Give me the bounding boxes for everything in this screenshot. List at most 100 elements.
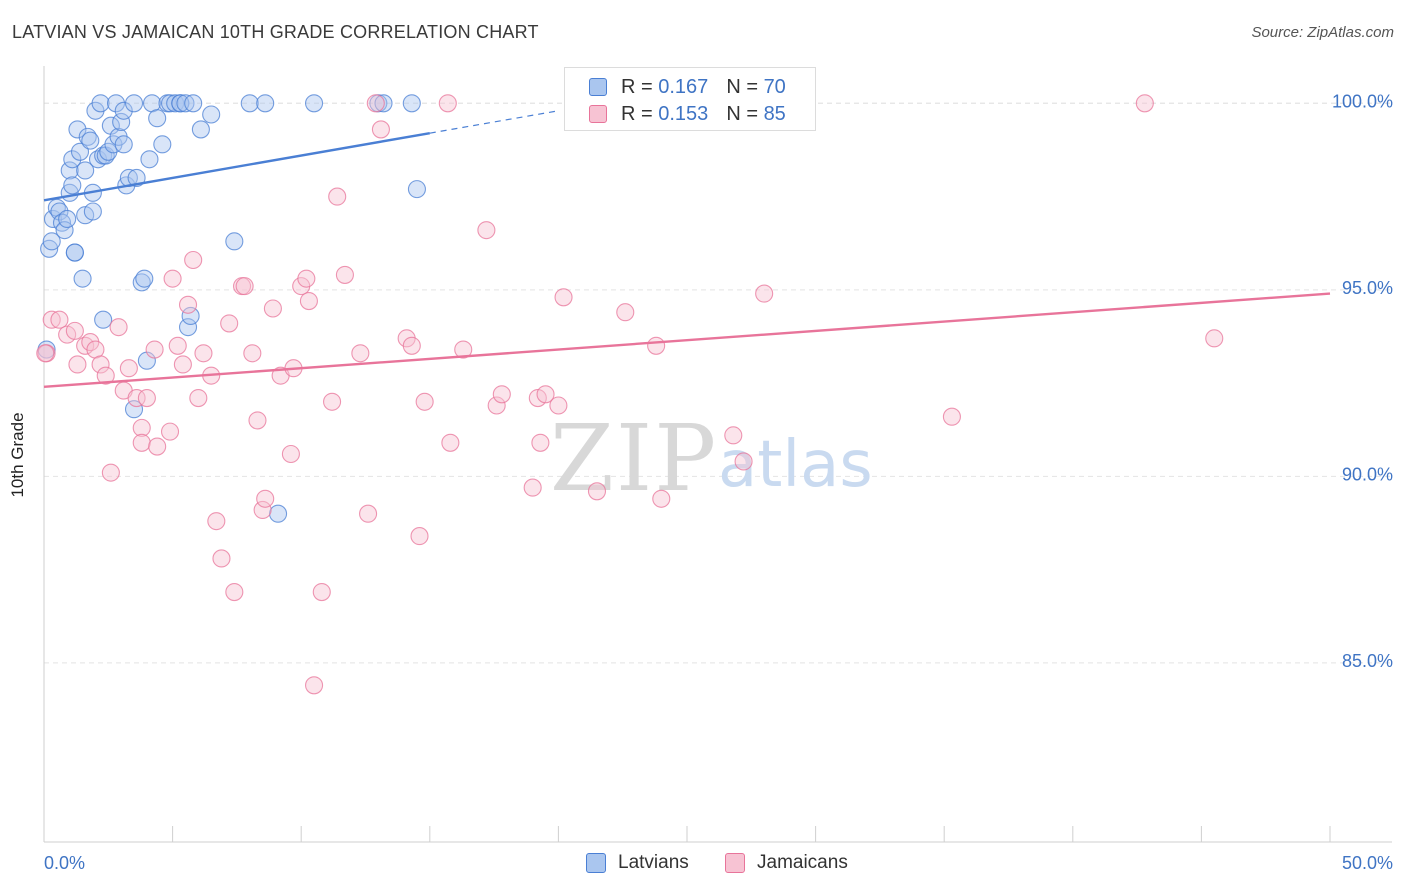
latvian-trend-line — [43, 131, 431, 202]
latvian-point — [124, 94, 144, 113]
jamaican-point — [366, 94, 385, 113]
jamaican-point — [492, 385, 511, 404]
latvian-point — [114, 101, 133, 120]
latvian-point — [135, 269, 154, 288]
latvian-trend-extension — [429, 110, 559, 134]
n-label: N = — [726, 102, 758, 125]
watermark-atlas: atlas — [718, 428, 873, 502]
jamaican-point — [652, 489, 671, 508]
jamaican-point — [616, 303, 635, 322]
latvian-point — [191, 120, 210, 139]
jamaican-point — [109, 318, 128, 337]
latvian-point — [166, 94, 185, 113]
grid-lines — [44, 102, 1392, 664]
jamaican-point — [351, 344, 370, 363]
x-tick-labels: 0.0% 50.0% — [44, 853, 1393, 873]
data-points — [36, 94, 1224, 695]
legend-row-jamaicans: R = 0.153 N = 85 — [589, 102, 786, 126]
jamaican-point — [549, 396, 568, 415]
jamaican-point — [65, 321, 84, 340]
jamaican-point — [1205, 329, 1224, 348]
jamaican-point — [132, 433, 151, 452]
jamaicans-swatch — [589, 105, 607, 123]
jamaican-point — [438, 94, 457, 113]
latvian-point — [269, 504, 288, 523]
jamaican-point — [359, 504, 378, 523]
latvian-point — [63, 150, 82, 169]
jamaican-point — [523, 478, 542, 497]
series-legend: Latvians Jamaicans — [0, 852, 1406, 876]
jamaican-point — [305, 676, 324, 695]
source-label: Source: ZipAtlas.com — [1251, 24, 1394, 41]
jamaican-point — [173, 355, 192, 374]
axes — [43, 66, 1392, 843]
jamaican-point — [137, 388, 156, 408]
latvian-point — [256, 94, 275, 113]
legend-item-latvians[interactable]: Latvians — [586, 852, 689, 874]
latvian-point — [60, 161, 79, 180]
legend-label-jamaicans: Jamaicans — [757, 852, 848, 873]
jamaican-point — [225, 582, 244, 602]
jamaican-point — [256, 489, 275, 508]
latvian-point — [40, 239, 59, 258]
latvian-point — [305, 94, 324, 113]
jamaican-point — [96, 366, 115, 385]
jamaican-point — [410, 527, 429, 546]
chart-title: LATVIAN VS JAMAICAN 10TH GRADE CORRELATI… — [12, 22, 539, 42]
jamaican-point — [127, 388, 146, 408]
latvian-point — [402, 94, 421, 113]
latvian-point — [225, 232, 244, 251]
latvian-point — [124, 400, 144, 419]
latvian-point — [148, 109, 167, 128]
jamaican-point — [212, 549, 231, 568]
jamaican-point — [724, 426, 743, 445]
jamaican-point — [36, 344, 55, 363]
jamaicans-legend-swatch — [725, 853, 745, 873]
latvian-point — [83, 202, 102, 221]
latvian-point — [50, 202, 69, 221]
jamaican-point — [942, 407, 961, 426]
jamaican-point — [454, 340, 473, 359]
jamaican-point — [119, 359, 138, 378]
y-tick-label: 95.0% — [1342, 278, 1393, 298]
latvian-point — [202, 105, 221, 124]
jamaican-point — [415, 392, 434, 411]
latvian-point — [153, 135, 172, 154]
r-value: 0.153 — [658, 102, 709, 125]
legend-row-latvians: R = 0.167 N = 70 — [589, 75, 786, 99]
n-label: N = — [726, 75, 758, 98]
latvian-point — [160, 94, 180, 113]
latvian-point — [106, 94, 126, 113]
watermark: ZIP atlas — [550, 405, 873, 512]
jamaican-point — [477, 221, 496, 240]
jamaican-point — [68, 355, 87, 374]
latvian-point — [70, 142, 90, 161]
jamaican-trend-line — [43, 292, 1331, 389]
jamaican-point — [184, 250, 203, 270]
latvian-point — [184, 94, 203, 113]
jamaican-point — [145, 340, 164, 359]
jamaican-point — [335, 265, 354, 284]
r-label: R = — [621, 102, 653, 125]
jamaican-point — [220, 314, 239, 333]
jamaican-point — [536, 385, 555, 404]
jamaican-point — [755, 284, 774, 303]
trend-lines — [43, 110, 1331, 389]
latvians-swatch — [589, 78, 607, 96]
latvian-point — [68, 120, 87, 139]
latvians-legend-swatch — [586, 853, 606, 873]
latvian-point — [63, 176, 82, 195]
latvian-point — [140, 150, 159, 169]
y-tick-label: 90.0% — [1342, 464, 1393, 484]
y-tick-label: 100.0% — [1332, 91, 1393, 111]
legend-item-jamaicans[interactable]: Jamaicans — [725, 852, 848, 874]
jamaican-point — [163, 269, 182, 288]
jamaican-point — [328, 187, 347, 206]
jamaican-point — [531, 433, 550, 452]
jamaican-point — [148, 437, 167, 456]
jamaican-point — [42, 310, 61, 329]
jamaican-point — [248, 411, 267, 430]
stats-legend: R = 0.167 N = 70 R = 0.153 N = 85 — [564, 67, 816, 131]
legend-label-latvians: Latvians — [618, 852, 689, 873]
